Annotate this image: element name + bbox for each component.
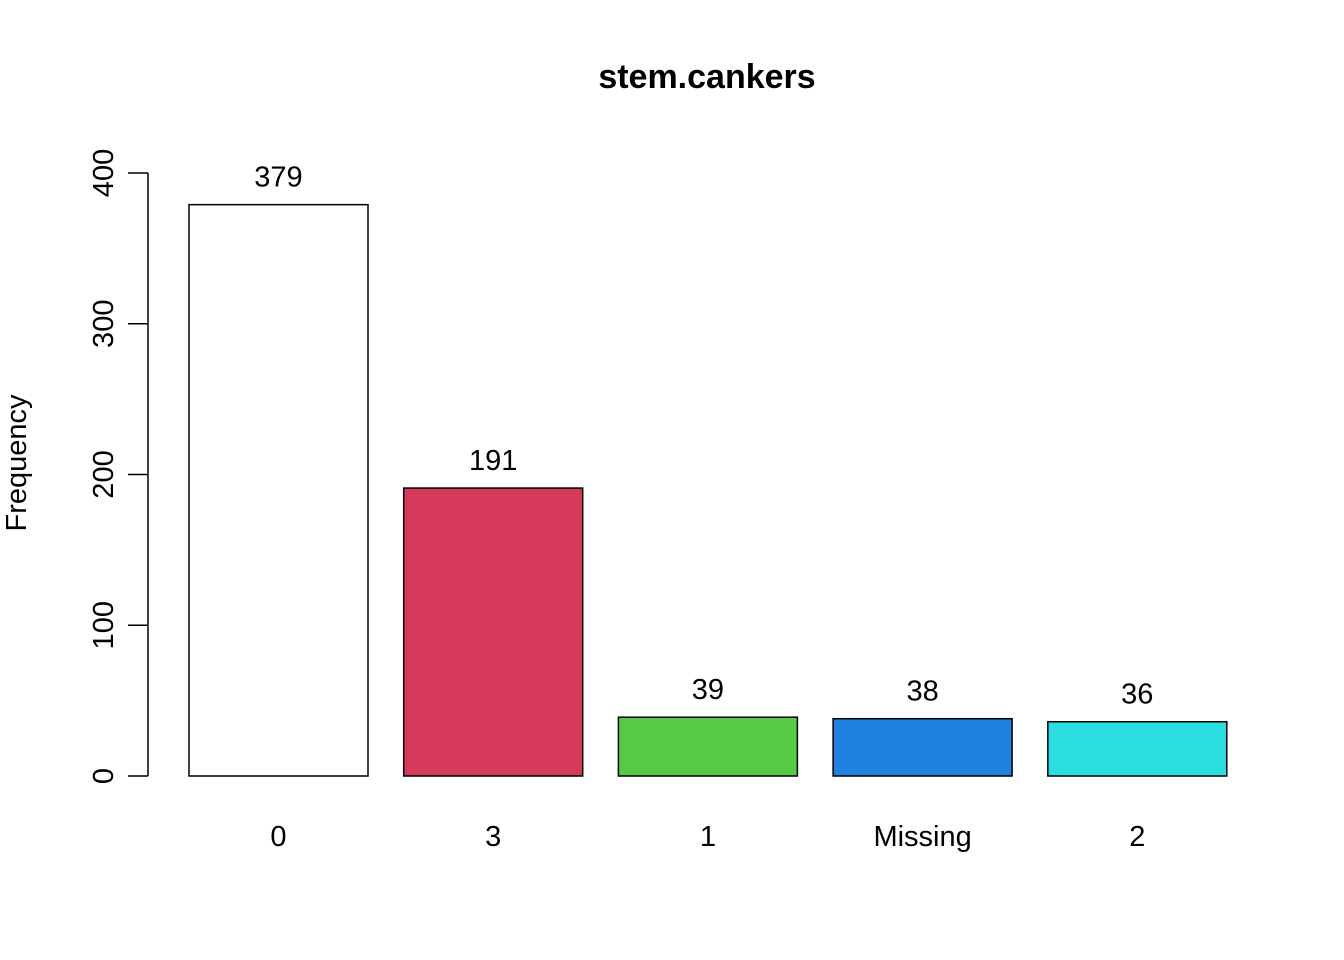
category-labels: 0 3 1 Missing 2 — [270, 821, 1145, 853]
bar-value-label: 38 — [906, 676, 938, 708]
y-tick-label: 0 — [88, 768, 120, 784]
bar — [188, 203, 369, 777]
bar-value-label: 39 — [692, 674, 724, 706]
y-axis-label: Frequency — [1, 394, 33, 532]
y-tick-label: 400 — [88, 149, 120, 197]
bars — [188, 203, 1228, 777]
bar-value-label: 379 — [254, 162, 302, 194]
y-tick-label: 100 — [88, 601, 120, 649]
y-axis: 0 100 200 300 400 — [88, 149, 149, 784]
y-tick-label: 300 — [88, 300, 120, 348]
bar — [617, 716, 799, 777]
category-label: 3 — [485, 821, 501, 853]
bar — [832, 717, 1013, 777]
bar-value-label: 191 — [469, 445, 517, 477]
data-labels: 379 191 39 38 36 — [254, 162, 1153, 711]
category-label: 2 — [1129, 821, 1145, 853]
category-label: Missing — [873, 821, 971, 853]
y-tick-label: 200 — [88, 450, 120, 498]
chart-title: stem.cankers — [598, 58, 815, 96]
bar-value-label: 36 — [1121, 679, 1153, 711]
category-label: 1 — [700, 821, 716, 853]
category-label: 0 — [270, 821, 286, 853]
bar — [1047, 720, 1228, 777]
bar — [402, 487, 584, 777]
